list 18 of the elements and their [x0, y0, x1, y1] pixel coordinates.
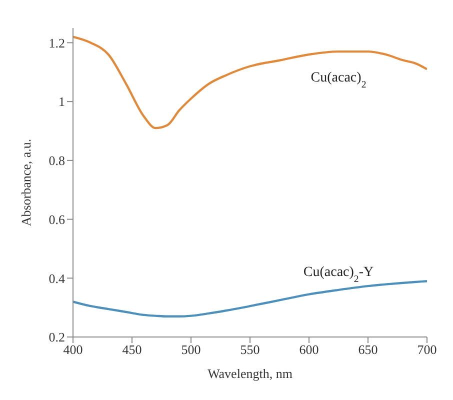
y-tick-label: 1: [58, 94, 65, 110]
y-tick-label: 1.2: [48, 35, 65, 50]
x-tick-label: 600: [299, 342, 319, 358]
series-label: Cu(acac)$_{2}$: [310, 70, 366, 90]
y-axis-title: Absorbance, a.u.: [18, 138, 34, 226]
x-tick-label: 450: [122, 342, 142, 358]
line-series: [73, 36, 427, 130]
x-tick-label: 700: [417, 342, 437, 358]
y-tick-label: 0.4: [48, 270, 66, 286]
x-tick-label: 500: [181, 342, 201, 358]
y-tick-label: 0.2: [48, 330, 65, 345]
y-tick-label: 0.6: [48, 212, 66, 227]
x-tick-label: 650: [358, 342, 378, 358]
series-label: Cu(acac)$_{2}$-Y: [303, 264, 374, 284]
x-tick-label: 550: [240, 342, 260, 358]
y-tick-label: 0.8: [48, 153, 65, 168]
x-tick-label: 400: [63, 342, 83, 358]
x-axis-title: Wavelength, nm: [208, 366, 292, 381]
